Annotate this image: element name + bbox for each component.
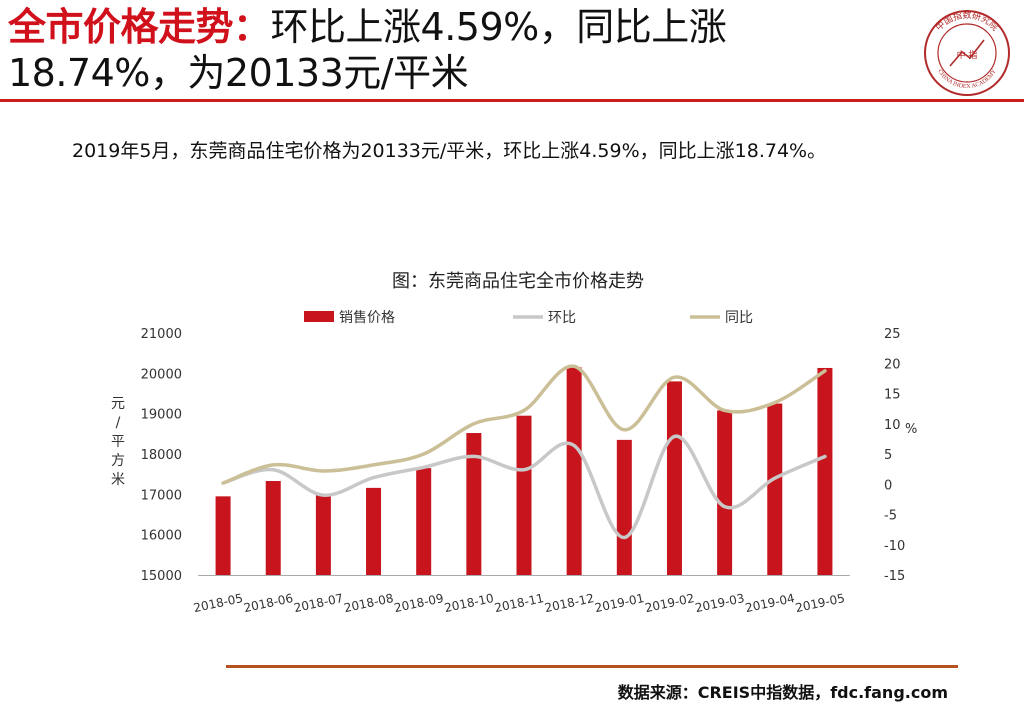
legend-price-label: 销售价格: [339, 310, 395, 326]
price-bar: [767, 403, 783, 575]
y-axis-right: 25 20 15 10 5 0 -5 -10 -15%: [884, 327, 917, 584]
chart-legend: 销售价格 环比 同比: [304, 310, 753, 326]
y-right-tick-label: 10: [884, 418, 901, 433]
price-bar: [616, 439, 632, 575]
x-tick-label: 2019-03: [694, 591, 746, 615]
svg-text:中国指数研究院: 中国指数研究院: [933, 9, 1001, 33]
x-tick-label: 2018-05: [192, 591, 244, 615]
page-title: 全市价格走势：环比上涨4.59%，同比上涨 18.74%，为20133元/平米: [8, 4, 908, 96]
x-tick-label: 2018-12: [543, 591, 595, 615]
price-bar: [366, 487, 382, 575]
y-right-tick-label: 25: [884, 327, 901, 342]
price-bar: [817, 367, 833, 575]
page-title-line-2: 18.74%，为20133元/平米: [8, 51, 469, 95]
yoy-line: [221, 364, 827, 485]
y-right-tick-label: 0: [884, 478, 892, 493]
price-bar: [516, 415, 532, 575]
price-trend-chart: 图：东莞商品住宅全市价格走势 销售价格 环比 同比 21000 20000 19000 1…: [111, 271, 917, 615]
legend-price-swatch: [304, 311, 334, 322]
y-left-tick-label: 19000: [141, 408, 182, 423]
source-divider: [226, 665, 958, 668]
y-right-tick-label: 5: [884, 448, 892, 463]
title-divider: [0, 99, 1024, 102]
y-left-tick-label: 21000: [141, 327, 182, 342]
x-tick-label: 2019-01: [593, 591, 645, 615]
x-tick-label: 2018-11: [493, 591, 545, 615]
page-title-emphasis: 全市价格走势：: [8, 5, 271, 49]
summary-text: 2019年5月，东莞商品住宅价格为20133元/平米，环比上涨4.59%，同比上…: [72, 140, 827, 162]
x-tick-label: 2018-09: [393, 591, 445, 615]
data-source: 数据来源：CREIS中指数据，fdc.fang.com: [617, 683, 948, 702]
price-bar: [416, 468, 432, 575]
legend-mom-label: 环比: [548, 310, 576, 326]
y-right-tick-label: 15: [884, 388, 901, 403]
mom-line: [221, 434, 827, 540]
y-left-tick-label: 20000: [141, 367, 182, 382]
price-bar: [315, 495, 331, 575]
x-tick-label: 2019-02: [644, 591, 696, 615]
price-bar: [215, 496, 231, 575]
price-bar: [466, 433, 482, 575]
price-bar: [717, 410, 733, 575]
x-tick-label: 2018-10: [443, 591, 495, 615]
logo-center-text: 中 指: [957, 49, 978, 61]
price-bars: [215, 367, 833, 575]
page-title-line-1: 全市价格走势：环比上涨4.59%，同比上涨: [8, 4, 908, 50]
y-left-tick-label: 15000: [141, 569, 182, 584]
logo-ring-text-top: 中国指数研究院: [933, 9, 1001, 33]
y-left-axis-label: 元/平方米: [111, 396, 125, 488]
x-tick-label: 2018-06: [242, 591, 294, 615]
y-right-tick-label: 20: [884, 357, 901, 372]
y-right-tick-label: -15: [884, 569, 905, 584]
y-left-tick-label: 18000: [141, 448, 182, 463]
price-bar: [666, 381, 682, 575]
china-index-academy-logo: 中国指数研究院 CHINA INDEX ACADEMY 中 指: [922, 8, 1012, 98]
x-tick-label: 2019-04: [744, 591, 796, 615]
legend-yoy-label: 同比: [725, 310, 753, 326]
x-tick-label: 2019-05: [794, 591, 846, 615]
x-tick-label: 2018-07: [293, 591, 345, 615]
chart-title: 图：东莞商品住宅全市价格走势: [392, 271, 644, 292]
y-left-tick-label: 16000: [141, 529, 182, 544]
y-right-tick-label: -5: [884, 509, 897, 524]
price-bar: [265, 481, 281, 575]
y-axis-left: 21000 20000 19000 18000 17000 16000 15000 元/平方米: [111, 327, 182, 584]
price-bar: [566, 367, 582, 575]
x-tick-label: 2018-08: [343, 591, 395, 615]
x-axis: 2018-052018-062018-072018-082018-092018-…: [192, 575, 850, 615]
y-right-tick-label: -10: [884, 539, 905, 554]
y-left-tick-label: 17000: [141, 488, 182, 503]
percentage-lines: [221, 364, 827, 540]
page-title-rest: 环比上涨4.59%，同比上涨: [270, 5, 727, 49]
y-right-axis-label: %: [905, 422, 917, 437]
